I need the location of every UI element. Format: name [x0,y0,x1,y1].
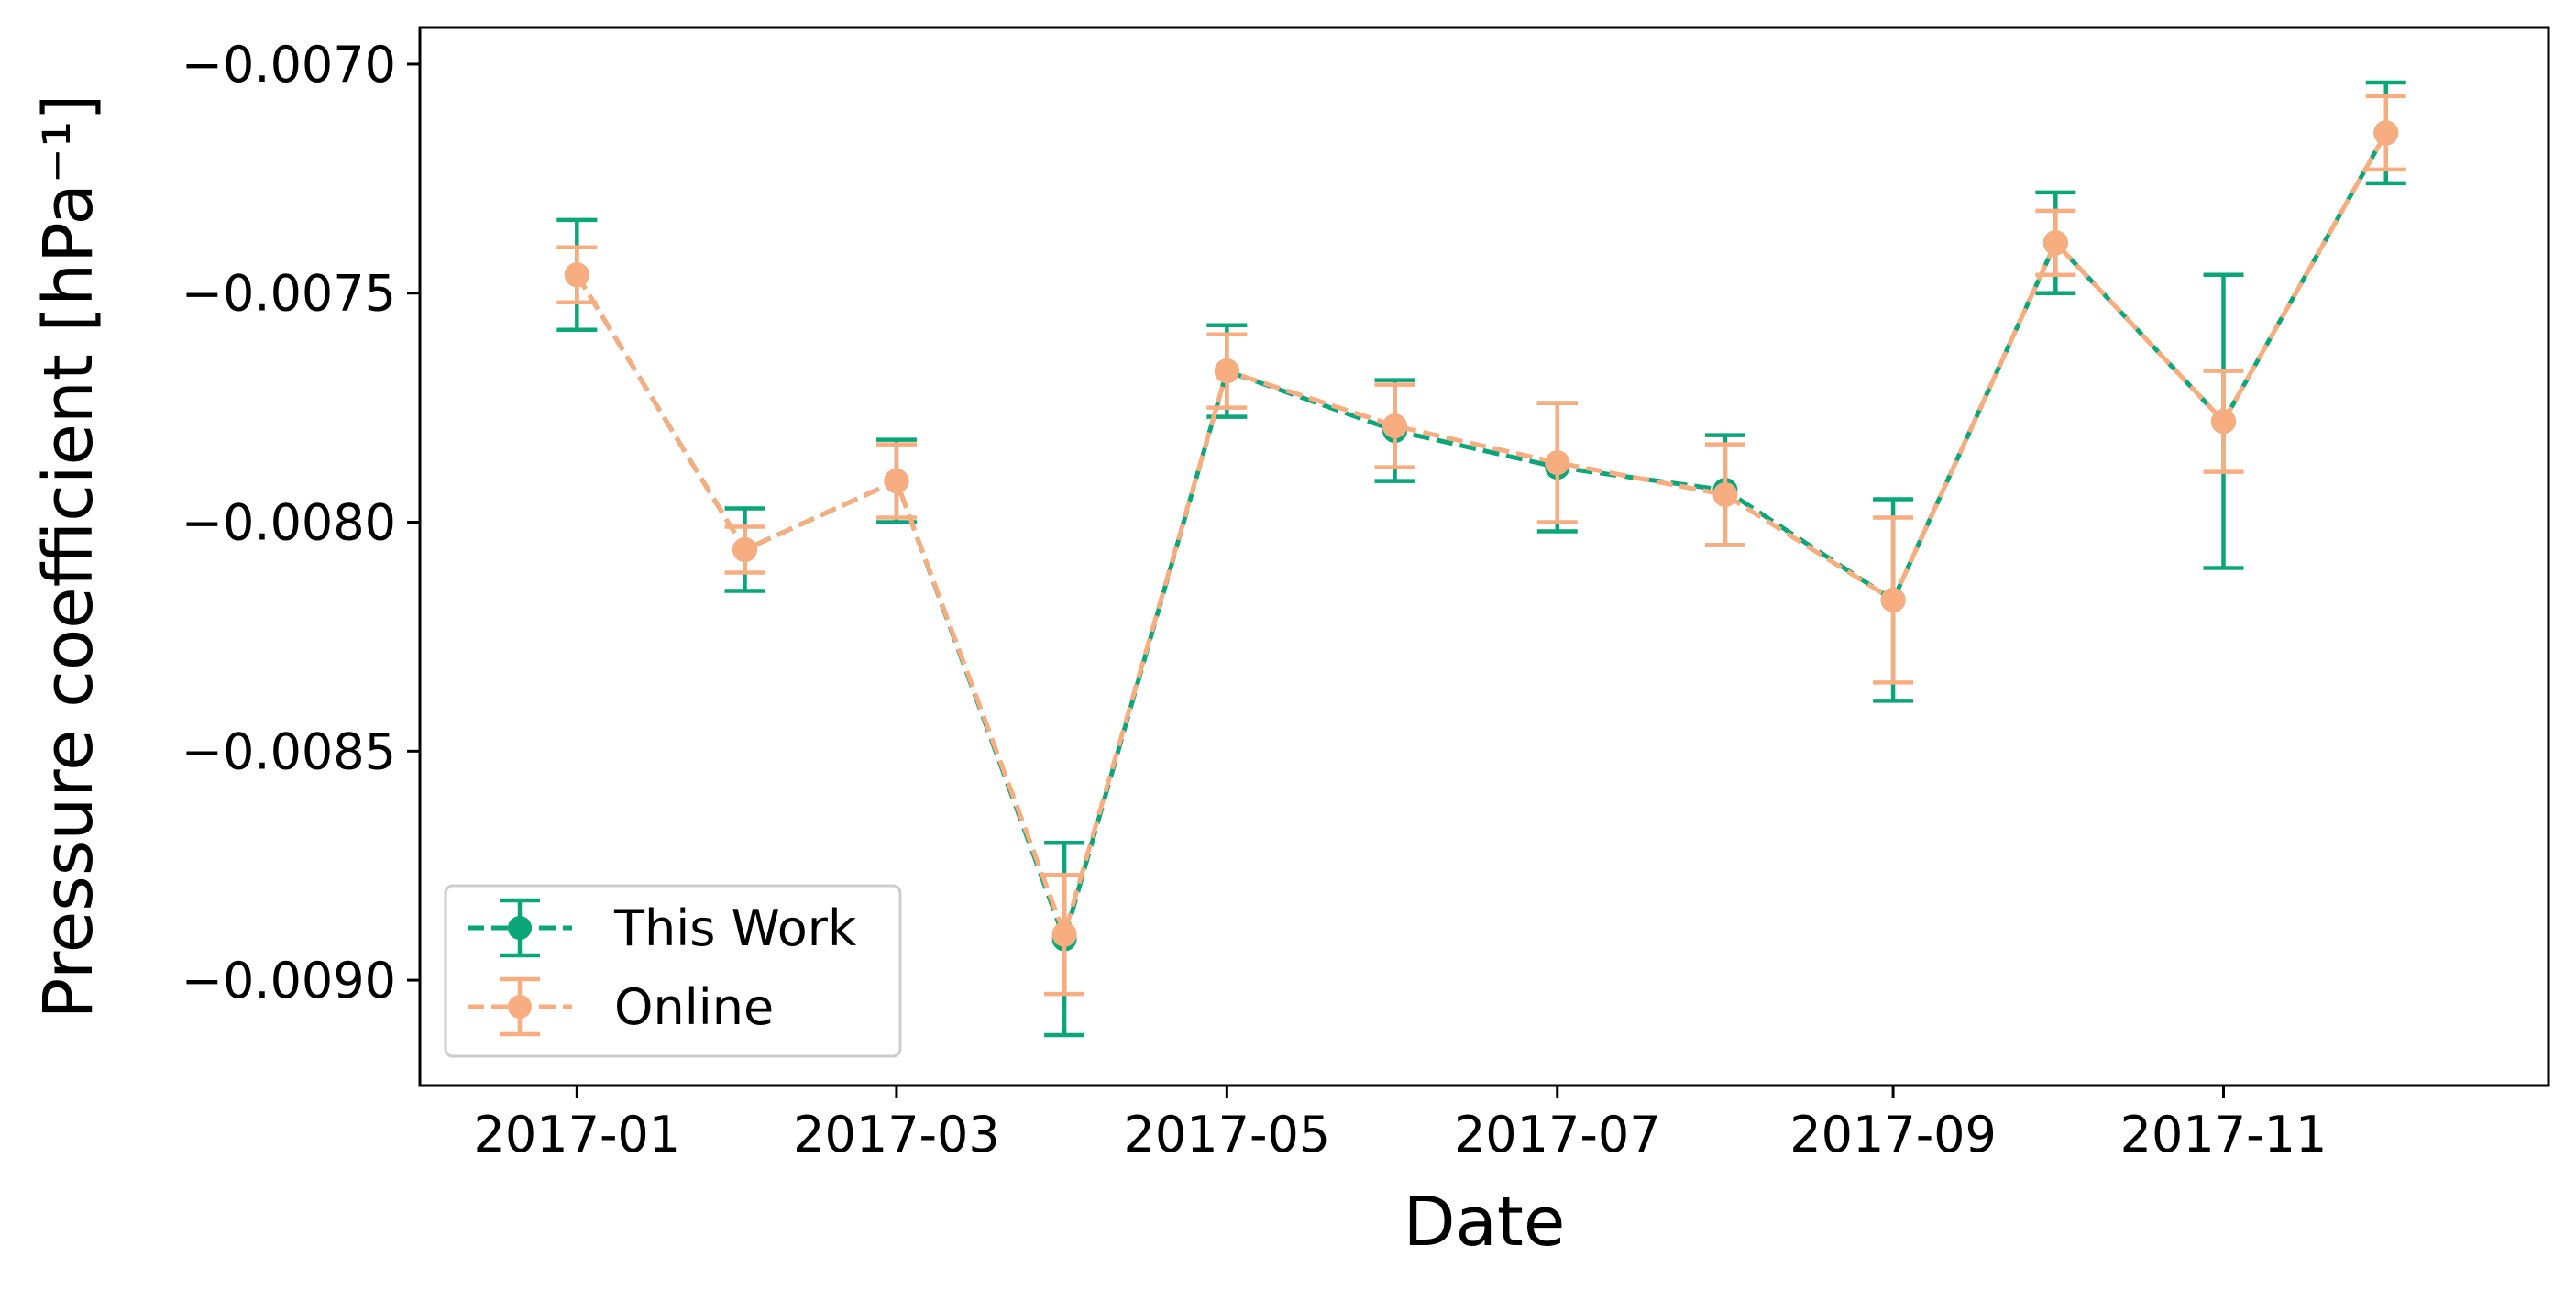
y-tick-label: −0.0070 [182,36,396,94]
data-point [1712,482,1738,508]
series-layer [556,80,2406,1038]
data-point [1051,921,1077,947]
axes-layer: −0.0090 −0.0085 −0.0080 −0.0075 −0.0070 2017-… [182,26,2550,1163]
data-point [732,537,758,563]
data-point [1382,413,1408,439]
plot-frame [418,26,2550,1087]
x-tick-label: 2017-03 [793,1106,1000,1163]
legend-marker [508,916,532,940]
y-tick-label: −0.0090 [182,952,396,1009]
legend-label: This Work [613,899,857,957]
legend-marker [508,995,532,1019]
x-tick-label: 2017-07 [1454,1106,1661,1163]
series-line [575,131,2388,943]
y-tick-label: −0.0075 [182,265,396,323]
data-point [1545,450,1570,476]
data-point [1214,358,1239,384]
legend-box [444,884,902,1058]
x-tick-label: 2017-01 [474,1106,681,1163]
data-point [2210,409,2236,435]
data-point [2373,120,2399,146]
x-tick-label: 2017-05 [1124,1106,1331,1163]
legend: This Work Online [444,884,902,1058]
x-axis-title: Date [1404,1183,1566,1262]
legend-label: Online [614,978,774,1036]
y-axis-title: Pressure coefficient [hPa⁻¹] [29,94,108,1020]
data-point [1880,587,1906,612]
y-tick-label: −0.0085 [182,722,396,780]
x-tick-label: 2017-11 [2120,1106,2328,1163]
data-point [2042,230,2068,256]
x-tick-label: 2017-09 [1789,1106,1997,1163]
data-point [884,469,909,494]
y-tick-label: −0.0080 [182,494,396,552]
data-point [564,262,589,288]
series-online [556,94,2406,997]
